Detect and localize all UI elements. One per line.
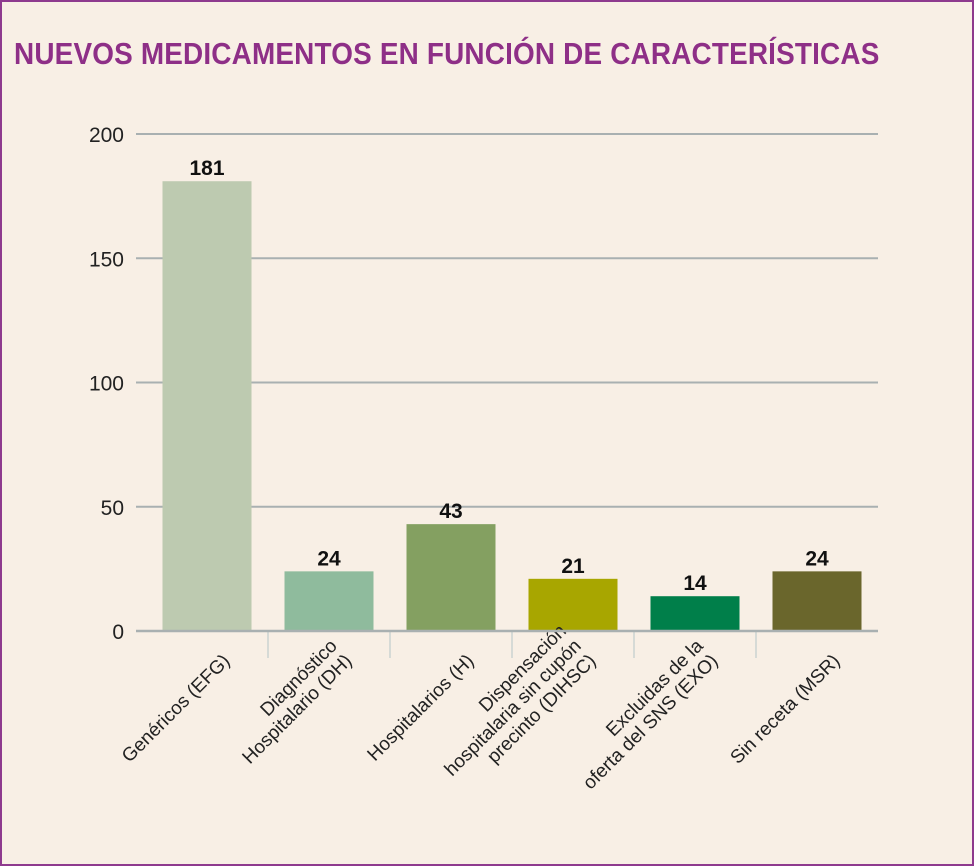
x-tick-label-line: Sin receta (MSR) [727,651,845,769]
y-tick-label: 100 [89,373,124,396]
data-label: 181 [189,157,224,180]
data-label: 21 [561,555,585,578]
x-tick-label-line: oferta del SNS (EXO) [579,651,722,794]
data-label: 14 [683,572,707,595]
bar [284,571,374,631]
y-tick-label: 50 [101,497,124,520]
x-tick-label-line: Genéricos (EFG) [118,651,234,767]
x-tick-label: Sin receta (MSR) [727,651,845,769]
bar [528,578,618,631]
y-tick-label: 0 [112,621,124,644]
y-tick-label: 150 [89,248,124,271]
data-label: 43 [439,500,462,523]
y-tick-label: 200 [89,124,124,147]
bar [650,596,740,631]
data-label: 24 [317,547,341,570]
bar [772,571,862,631]
x-tick-label: Genéricos (EFG) [118,651,234,767]
bar [162,181,252,631]
data-label: 24 [805,547,829,570]
chart-title: NUEVOS MEDICAMENTOS EN FUNCIÓN DE CARACT… [14,36,880,71]
bar [406,524,496,631]
